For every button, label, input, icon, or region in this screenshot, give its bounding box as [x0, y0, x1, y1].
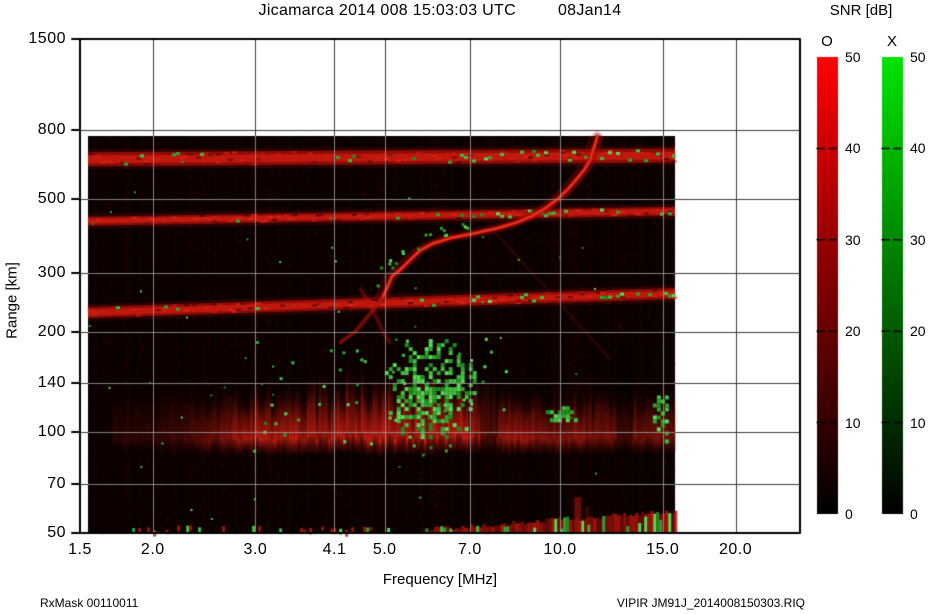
plot-title: Jicamarca 2014 008 15:03:03 UTC [258, 2, 516, 19]
colorbar-title: SNR [dB] [829, 2, 893, 19]
o-colorbar-tick-label: 50 [845, 49, 861, 65]
x-tick-label: 3.0 [243, 541, 268, 558]
x-tick-label: 10.0 [543, 541, 577, 558]
y-tick-label: 100 [37, 423, 66, 441]
o-colorbar-tick-label: 0 [845, 506, 853, 522]
x-axis-title: Frequency [MHz] [382, 571, 498, 588]
o-colorbar-tick-label: 30 [845, 231, 861, 248]
x-tick-label: 20.0 [718, 541, 753, 558]
x-colorbar-tick-label: 50 [910, 49, 926, 65]
y-tick-label: 800 [37, 121, 66, 139]
x-tick-label: 5.0 [372, 541, 397, 558]
x-colorbar-tick-label: 0 [910, 506, 918, 522]
o-colorbar-tick-label: 40 [845, 140, 861, 157]
x-colorbar-tick-label: 40 [910, 140, 926, 157]
o-colorbar-tick-label: 20 [845, 323, 861, 340]
o-colorbar-tick-label: 10 [845, 414, 861, 431]
datafile-label: VIPIR JM91J_2014008150303.RIQ [616, 596, 805, 610]
x-colorbar-tick-label: 30 [910, 231, 926, 248]
x-tick-label: 2.0 [140, 541, 165, 558]
y-tick-label: 70 [47, 475, 66, 493]
x-tick-label: 7.0 [457, 541, 482, 558]
x-tick-label: 1.5 [68, 541, 92, 558]
x-colorbar-tick-label: 20 [910, 323, 926, 340]
plot-date: 08Jan14 [557, 2, 622, 19]
y-tick-label: 500 [37, 189, 66, 207]
y-tick-label: 140 [37, 374, 66, 392]
x-colorbar-tick-label: 10 [910, 414, 926, 431]
x-mode-label: X [886, 33, 897, 50]
x-tick-label: 4.1 [322, 541, 347, 558]
y-axis-title: Range [km] [3, 262, 21, 339]
x-tick-label: 15.0 [646, 541, 680, 558]
plot-header: Jicamarca 2014 008 15:03:03 UTC 08Jan14 [80, 2, 800, 20]
o-mode-label: O [821, 33, 833, 50]
rxmask-label: RxMask 00110011 [40, 596, 139, 610]
y-tick-label: 1500 [28, 30, 66, 47]
y-tick-label: 300 [37, 263, 66, 281]
y-tick-label: 50 [47, 524, 66, 541]
y-tick-label: 200 [37, 322, 66, 340]
